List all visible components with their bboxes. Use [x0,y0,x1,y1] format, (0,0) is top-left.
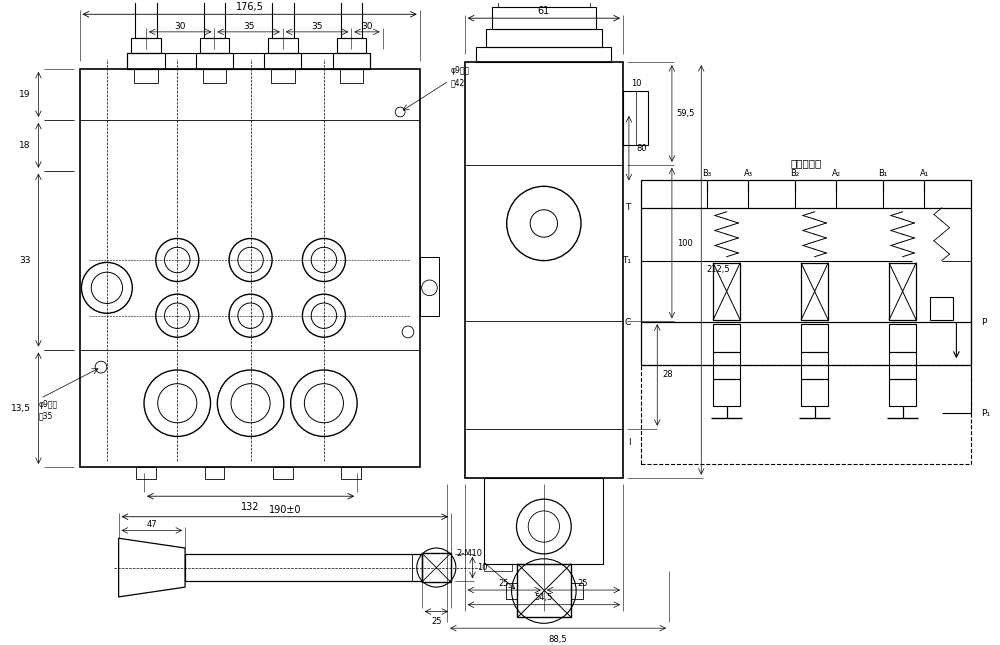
Text: 35: 35 [311,21,323,30]
Text: 28: 28 [662,370,673,379]
Bar [127,54,370,69]
Bar [641,364,971,464]
Text: 10: 10 [631,79,641,88]
Text: 88,5: 88,5 [548,635,567,644]
Bar [801,263,828,321]
Bar [713,352,740,379]
Text: 25: 25 [499,579,509,588]
Text: P: P [981,318,986,327]
Bar [889,352,916,379]
Bar [205,467,224,479]
Text: φ9盲孔: φ9盲孔 [38,400,58,409]
Bar [136,467,156,479]
Bar [422,553,451,582]
Text: 176,5: 176,5 [236,3,264,12]
Text: 30: 30 [361,21,373,30]
Text: T: T [625,203,631,212]
Bar [134,69,158,83]
Text: 47: 47 [147,520,157,529]
Text: 深35: 深35 [38,412,53,421]
Text: T₁: T₁ [622,256,631,265]
Bar [484,478,603,564]
Text: 212,5: 212,5 [706,265,730,274]
Text: 2-M10: 2-M10 [456,550,482,559]
Bar [517,564,571,617]
Bar [641,181,971,364]
Bar [571,583,583,599]
Bar [713,263,740,321]
Bar [268,37,298,54]
Text: A₂: A₂ [832,169,841,178]
Text: B₃: B₃ [703,169,712,178]
Bar [341,0,362,37]
Text: 61: 61 [538,6,550,16]
Text: 30: 30 [174,21,186,30]
Bar [135,0,157,37]
Bar [131,37,161,54]
Text: 54,5: 54,5 [535,593,553,602]
Text: A₃: A₃ [744,169,753,178]
Bar [498,0,590,8]
Bar [713,324,740,352]
Bar [264,54,301,69]
Bar [623,92,648,145]
Text: A₁: A₁ [920,169,929,178]
Text: φ9盲孔: φ9盲孔 [451,66,470,75]
Bar [492,8,596,29]
Text: 25: 25 [578,579,588,588]
Bar [200,37,229,54]
Bar [185,554,422,581]
Bar [484,564,512,571]
Text: 18: 18 [19,141,31,150]
Text: 190±0: 190±0 [269,505,301,515]
Bar [273,467,293,479]
Bar [80,69,420,467]
Bar [889,324,916,352]
Bar [333,54,370,69]
Bar [889,263,916,321]
Bar [889,379,916,406]
Bar [204,0,225,37]
Text: 35: 35 [243,21,254,30]
Bar [420,257,439,315]
Text: 132: 132 [241,502,260,512]
Bar [713,379,740,406]
Bar [272,0,294,37]
Bar [930,297,953,321]
Bar [465,62,623,478]
Text: 液压原理图: 液压原理图 [790,158,821,168]
Bar [801,379,828,406]
Text: 59,5: 59,5 [677,109,695,118]
Text: C: C [625,318,631,327]
Bar [340,69,363,83]
Bar [196,54,233,69]
Bar [341,467,361,479]
Text: 13,5: 13,5 [11,404,31,413]
Bar [801,324,828,352]
Bar [476,46,611,62]
Bar [271,69,295,83]
Bar [127,54,165,69]
Text: B₁: B₁ [878,169,888,178]
Bar [203,69,226,83]
Text: 25: 25 [431,617,442,626]
Text: 80: 80 [637,144,647,153]
Bar [337,37,366,54]
Text: 深42: 深42 [451,78,465,87]
Bar [412,554,422,581]
Text: 19: 19 [19,90,31,99]
Text: I: I [628,438,631,447]
Bar [486,29,602,46]
Text: 10: 10 [477,563,488,572]
Bar [506,583,517,599]
Text: 100: 100 [677,239,693,248]
Bar [801,352,828,379]
Text: 33: 33 [19,255,31,264]
Text: P₁: P₁ [981,409,990,417]
Text: B₂: B₂ [791,169,800,178]
